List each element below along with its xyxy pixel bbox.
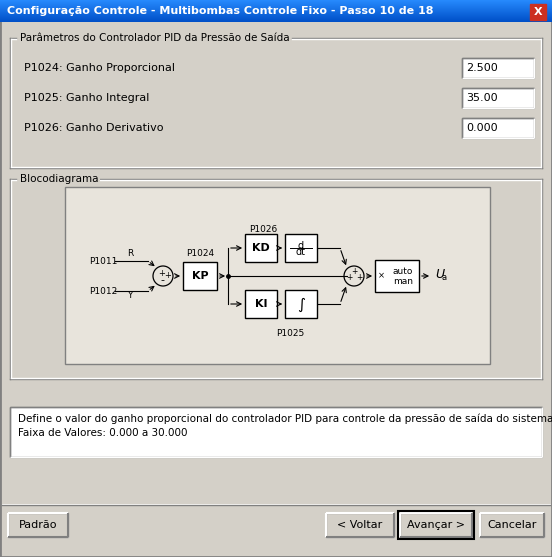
Text: +: +	[356, 272, 362, 281]
Bar	[0, 10, 552, 11]
Bar	[0, 3, 552, 4]
Text: P1024: Ganho Proporcional: P1024: Ganho Proporcional	[24, 63, 175, 73]
Bar	[375, 260, 419, 292]
Text: -: -	[160, 275, 164, 285]
Text: man: man	[393, 276, 413, 286]
Bar	[245, 234, 277, 262]
Text: P1026: Ganho Derivativo: P1026: Ganho Derivativo	[24, 123, 163, 133]
Text: KP: KP	[192, 271, 208, 281]
Text: P1011: P1011	[89, 257, 117, 266]
Bar	[326, 513, 394, 537]
Bar	[0, 6, 552, 7]
Text: Y: Y	[128, 291, 132, 300]
Bar	[0, 4, 552, 5]
Text: Cancelar: Cancelar	[487, 520, 537, 530]
Text: 2.500: 2.500	[466, 63, 498, 73]
Bar	[285, 234, 317, 262]
Bar	[10, 407, 542, 457]
Text: Define o valor do ganho proporcional do controlador PID para controle da pressão: Define o valor do ganho proporcional do …	[18, 414, 552, 424]
Bar	[245, 290, 277, 318]
Text: Configuração Controle - Multibombas Controle Fixo - Passo 10 de 18: Configuração Controle - Multibombas Cont…	[7, 6, 433, 16]
Text: 35.00: 35.00	[466, 93, 497, 103]
Text: P1024: P1024	[186, 250, 214, 258]
Bar	[0, 14, 552, 15]
Text: d: d	[298, 241, 304, 251]
Text: KI: KI	[255, 299, 267, 309]
Text: P1025: Ganho Integral: P1025: Ganho Integral	[24, 93, 150, 103]
Text: +: +	[164, 271, 172, 281]
Bar	[462, 118, 534, 138]
Bar	[480, 513, 544, 537]
Bar	[530, 4, 546, 20]
Bar	[0, 9, 552, 10]
Bar	[0, 20, 552, 21]
Bar	[0, 1, 552, 2]
Text: auto: auto	[393, 266, 413, 276]
Text: +: +	[351, 267, 357, 276]
Bar	[0, 16, 552, 17]
Text: U: U	[435, 267, 444, 281]
Bar	[462, 88, 534, 108]
Bar	[0, 11, 552, 12]
Text: R: R	[127, 249, 133, 258]
Bar	[285, 290, 317, 318]
Bar	[0, 12, 552, 13]
Bar	[398, 511, 474, 539]
Text: Padrão: Padrão	[19, 520, 57, 530]
Bar	[0, 0, 552, 1]
Text: +: +	[158, 268, 166, 277]
Bar	[0, 7, 552, 8]
Bar	[462, 58, 534, 78]
Text: Avançar >: Avançar >	[407, 520, 465, 530]
Text: KD: KD	[252, 243, 270, 253]
Bar	[400, 513, 472, 537]
Bar	[8, 513, 68, 537]
Bar	[65, 187, 490, 364]
Bar	[0, 13, 552, 14]
Text: ∫: ∫	[297, 296, 305, 311]
Text: Blocodiagrama: Blocodiagrama	[20, 174, 98, 184]
Text: dt: dt	[296, 247, 306, 257]
Text: +: +	[346, 272, 352, 281]
Text: 0.000: 0.000	[466, 123, 497, 133]
Bar	[0, 5, 552, 6]
Text: P1012: P1012	[89, 286, 117, 296]
Text: P1025: P1025	[276, 330, 304, 339]
Text: P1026: P1026	[249, 226, 277, 234]
Bar	[0, 18, 552, 19]
Text: X: X	[534, 7, 542, 17]
Bar	[0, 2, 552, 3]
Text: Faixa de Valores: 0.000 a 30.000: Faixa de Valores: 0.000 a 30.000	[18, 428, 188, 438]
Text: ×: ×	[378, 271, 385, 281]
Bar	[0, 21, 552, 22]
Bar	[0, 8, 552, 9]
Text: < Voltar: < Voltar	[337, 520, 383, 530]
Bar	[0, 19, 552, 20]
Text: a: a	[442, 273, 447, 282]
Text: Parâmetros do Controlador PID da Pressão de Saída: Parâmetros do Controlador PID da Pressão…	[20, 33, 290, 43]
Bar	[0, 15, 552, 16]
Bar	[183, 262, 217, 290]
Bar	[0, 17, 552, 18]
